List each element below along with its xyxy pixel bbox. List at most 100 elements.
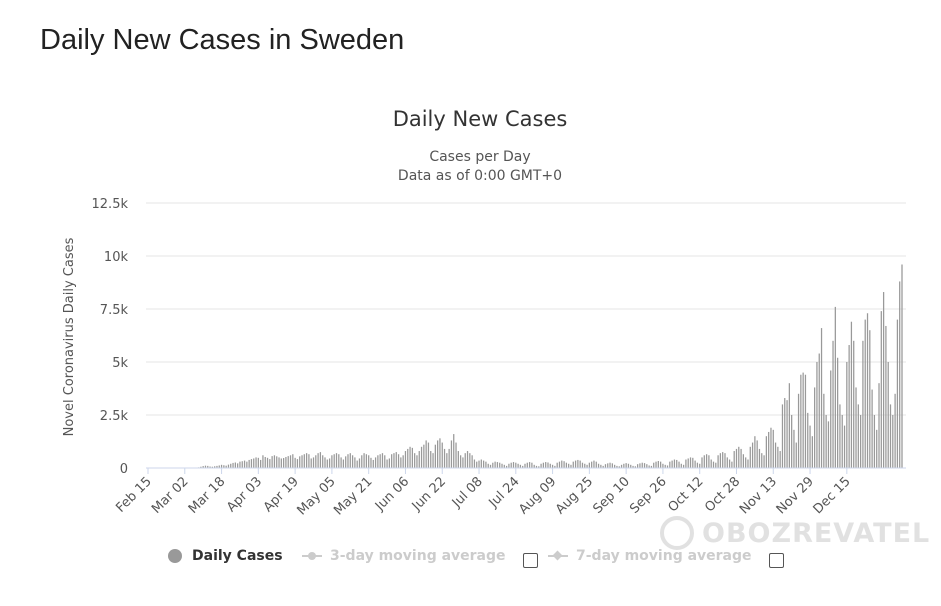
bar[interactable]: [482, 460, 485, 468]
bar[interactable]: [595, 461, 597, 468]
bar[interactable]: [266, 457, 269, 468]
bar[interactable]: [710, 459, 712, 468]
bar[interactable]: [899, 281, 901, 468]
bar[interactable]: [225, 465, 227, 468]
bar[interactable]: [738, 446, 740, 468]
bar[interactable]: [446, 453, 448, 468]
bar[interactable]: [641, 462, 643, 468]
bar[interactable]: [864, 319, 866, 468]
bar[interactable]: [315, 455, 317, 468]
bar[interactable]: [547, 462, 549, 468]
bar[interactable]: [374, 457, 377, 468]
bar[interactable]: [584, 463, 586, 468]
bar[interactable]: [558, 461, 561, 468]
bar[interactable]: [209, 466, 211, 468]
bar[interactable]: [503, 464, 505, 468]
bar[interactable]: [807, 412, 809, 468]
bar[interactable]: [299, 456, 301, 468]
bar[interactable]: [777, 446, 779, 468]
bar[interactable]: [322, 455, 324, 468]
bar[interactable]: [432, 453, 434, 468]
bar[interactable]: [296, 459, 299, 468]
bar[interactable]: [333, 454, 335, 468]
bar[interactable]: [363, 453, 365, 468]
bar[interactable]: [485, 461, 487, 468]
bar[interactable]: [853, 340, 855, 468]
bar[interactable]: [207, 465, 209, 468]
bar[interactable]: [416, 455, 418, 468]
bar[interactable]: [901, 264, 903, 468]
bar[interactable]: [234, 462, 236, 468]
bar[interactable]: [841, 415, 843, 468]
bar[interactable]: [791, 415, 793, 468]
bar[interactable]: [305, 453, 308, 468]
bar[interactable]: [832, 340, 834, 468]
bar[interactable]: [202, 466, 204, 468]
bar[interactable]: [338, 454, 340, 468]
bar[interactable]: [611, 463, 613, 468]
bar[interactable]: [230, 463, 232, 468]
bar[interactable]: [581, 462, 584, 468]
bar[interactable]: [430, 451, 432, 468]
bar[interactable]: [388, 458, 390, 468]
bar[interactable]: [216, 465, 218, 468]
bar[interactable]: [694, 460, 696, 468]
bar[interactable]: [253, 458, 255, 468]
bar[interactable]: [351, 455, 354, 468]
bar[interactable]: [666, 465, 669, 468]
bar[interactable]: [324, 457, 326, 468]
bar[interactable]: [614, 464, 616, 468]
bar[interactable]: [733, 451, 735, 468]
bar[interactable]: [896, 319, 899, 468]
bar[interactable]: [593, 460, 595, 468]
bar[interactable]: [882, 292, 885, 468]
bar[interactable]: [347, 454, 349, 468]
bar[interactable]: [379, 454, 381, 468]
bar[interactable]: [692, 457, 694, 468]
bar[interactable]: [423, 444, 425, 468]
bar[interactable]: [894, 393, 896, 468]
bar[interactable]: [427, 442, 430, 468]
bar[interactable]: [400, 457, 402, 468]
bar[interactable]: [294, 457, 296, 468]
bar[interactable]: [301, 455, 303, 468]
legend-item-7-day-average[interactable]: 7-day moving average: [548, 548, 752, 564]
bar[interactable]: [232, 462, 234, 468]
bar[interactable]: [804, 374, 807, 468]
bar[interactable]: [393, 453, 395, 468]
bar[interactable]: [255, 457, 257, 468]
bar[interactable]: [761, 453, 763, 468]
bar[interactable]: [570, 464, 572, 468]
bar[interactable]: [816, 362, 818, 468]
bar[interactable]: [588, 462, 590, 468]
bar[interactable]: [437, 440, 439, 468]
bar[interactable]: [349, 453, 351, 468]
bar[interactable]: [648, 465, 650, 468]
bar[interactable]: [326, 459, 328, 468]
bar[interactable]: [239, 461, 241, 468]
bar[interactable]: [220, 464, 223, 468]
bar[interactable]: [269, 459, 271, 468]
bar[interactable]: [568, 463, 570, 468]
bar[interactable]: [591, 461, 593, 468]
bar[interactable]: [368, 455, 370, 468]
bar[interactable]: [287, 456, 289, 468]
bar[interactable]: [793, 429, 795, 468]
bar[interactable]: [834, 306, 836, 468]
bar[interactable]: [489, 464, 492, 468]
bar[interactable]: [508, 463, 510, 468]
bar[interactable]: [328, 458, 331, 468]
bar[interactable]: [586, 464, 588, 468]
bar[interactable]: [538, 466, 540, 468]
bar[interactable]: [620, 464, 623, 468]
bar[interactable]: [687, 458, 689, 468]
bar[interactable]: [781, 404, 784, 468]
bar[interactable]: [227, 464, 230, 468]
bar[interactable]: [476, 461, 478, 468]
bar[interactable]: [618, 466, 620, 468]
bar[interactable]: [384, 455, 386, 468]
bar[interactable]: [402, 455, 404, 468]
bar[interactable]: [597, 463, 600, 468]
bar[interactable]: [747, 459, 749, 468]
bar[interactable]: [462, 457, 464, 468]
